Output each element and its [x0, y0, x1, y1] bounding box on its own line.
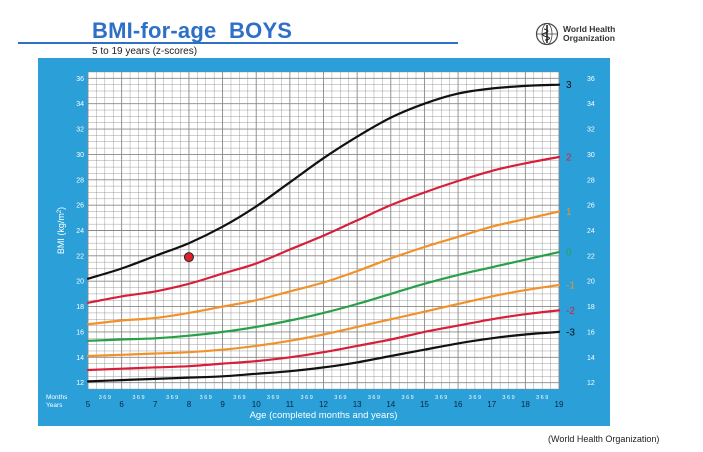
x-tick-label-year: 16 — [454, 400, 463, 409]
x-tick-label-year: 12 — [319, 400, 328, 409]
x-tick-label-months: 3 6 9 — [401, 395, 413, 401]
y-tick-label-right: 16 — [587, 329, 595, 336]
curve-z-3 — [86, 83, 561, 280]
y-tick-label: 30 — [76, 152, 84, 159]
x-tick-label-months: 3 6 9 — [301, 395, 313, 401]
z-score-curves — [86, 83, 561, 383]
data-point-marker — [183, 252, 194, 263]
x-tick-label-year: 17 — [487, 400, 496, 409]
x-tick-label-year: 13 — [353, 400, 362, 409]
logo-line-2: Organization — [563, 33, 615, 43]
x-tick-label-months: 3 6 9 — [132, 395, 144, 401]
y-axis-label: BMI (kg/m2) — [56, 207, 66, 254]
y-axis-label-close: ) — [56, 207, 66, 210]
x-tick-label-year: 9 — [220, 400, 225, 409]
logo-line-1: World Health — [563, 24, 616, 34]
x-tick-label-year: 14 — [386, 400, 395, 409]
chart-subtitle: 5 to 19 years (z-scores) — [92, 46, 198, 57]
y-tick-label-right: 30 — [587, 152, 595, 159]
z-label-minus-1: -1 — [566, 281, 575, 292]
y-tick-label: 34 — [76, 101, 84, 108]
z-label-2: 2 — [566, 152, 572, 163]
x-tick-label-months: 3 6 9 — [368, 395, 380, 401]
y-tick-label-right: 28 — [587, 177, 595, 184]
y-tick-label: 12 — [76, 380, 84, 387]
z-label-3: 3 — [566, 80, 572, 91]
source-credit: (World Health Organization) — [548, 434, 660, 444]
x-tick-label-months: 3 6 9 — [502, 395, 514, 401]
y-tick-label: 20 — [76, 279, 84, 286]
y-tick-label-right: 18 — [587, 304, 595, 311]
years-row-label: Years — [46, 402, 63, 409]
x-tick-label-months: 3 6 9 — [267, 395, 279, 401]
y-tick-label-right: 20 — [587, 279, 595, 286]
x-tick-label-months: 3 6 9 — [99, 395, 111, 401]
x-tick-label-year: 8 — [187, 400, 192, 409]
y-tick-labels-left: 12 14 16 18 20 22 24 26 28 30 32 34 36 — [76, 76, 84, 387]
z-score-labels: 3 2 1 0 -1 -2 -3 — [566, 80, 575, 338]
y-tick-label-right: 32 — [587, 127, 595, 134]
curve-z-minus-1 — [86, 283, 561, 358]
who-emblem-icon — [535, 22, 559, 46]
curve-z-0 — [86, 251, 561, 342]
y-tick-label-right: 34 — [587, 101, 595, 108]
chart-title: BMI-for-age BOYS — [92, 18, 293, 43]
y-tick-label: 26 — [76, 203, 84, 210]
x-tick-label-months: 3 6 9 — [166, 395, 178, 401]
y-tick-label: 16 — [76, 329, 84, 336]
y-tick-label: 28 — [76, 177, 84, 184]
y-tick-label: 18 — [76, 304, 84, 311]
x-tick-label-year: 15 — [420, 400, 429, 409]
y-tick-label: 32 — [76, 127, 84, 134]
grid-lines — [87, 71, 560, 390]
x-tick-label-year: 10 — [252, 400, 261, 409]
x-tick-label-months: 3 6 9 — [200, 395, 212, 401]
y-axis-label-main: BMI (kg/m — [56, 213, 66, 254]
z-label-minus-2: -2 — [566, 306, 575, 317]
x-tick-label-months: 3 6 9 — [334, 395, 346, 401]
curve-z-2 — [86, 155, 561, 304]
x-tick-label-year: 7 — [153, 400, 158, 409]
x-tick-label-year: 18 — [521, 400, 530, 409]
months-row-label: Months — [46, 394, 68, 401]
y-tick-label-right: 12 — [587, 380, 595, 387]
z-label-minus-3: -3 — [566, 327, 575, 338]
x-tick-label-months: 3 6 9 — [536, 395, 548, 401]
z-label-0: 0 — [566, 248, 572, 259]
x-tick-label-year: 11 — [286, 400, 295, 409]
y-tick-label: 14 — [76, 355, 84, 362]
z-label-1: 1 — [566, 207, 572, 218]
curve-z-minus-3 — [86, 330, 561, 383]
y-tick-label-right: 24 — [587, 228, 595, 235]
x-tick-label-months: 3 6 9 — [233, 395, 245, 401]
y-tick-label: 24 — [76, 228, 84, 235]
x-tick-label-year: 19 — [555, 400, 564, 409]
y-tick-label: 22 — [76, 253, 84, 260]
x-tick-labels: 5 3 6 9 6 3 6 9 7 3 6 9 8 3 6 9 9 3 6 9 10 3 6 9 11 3… — [86, 395, 564, 409]
y-tick-label: 36 — [76, 76, 84, 83]
curve-z-1 — [86, 210, 561, 326]
x-axis-label: Age (completed months and years) — [250, 410, 398, 421]
title-underline — [18, 42, 458, 44]
x-tick-label-months: 3 6 9 — [469, 395, 481, 401]
y-tick-label-right: 36 — [587, 76, 595, 83]
y-tick-labels-right: 12 14 16 18 20 22 24 26 28 30 32 34 36 — [587, 76, 595, 387]
y-tick-label-right: 22 — [587, 253, 595, 260]
y-tick-label-right: 26 — [587, 203, 595, 210]
x-tick-label-months: 3 6 9 — [435, 395, 447, 401]
y-tick-label-right: 14 — [587, 355, 595, 362]
y-axis-label-superscript: 2 — [57, 209, 63, 213]
curve-z-minus-2 — [86, 309, 561, 372]
who-logo: World Health Organization — [535, 22, 645, 46]
x-tick-label-year: 6 — [119, 400, 124, 409]
x-tick-label-year: 5 — [86, 400, 91, 409]
